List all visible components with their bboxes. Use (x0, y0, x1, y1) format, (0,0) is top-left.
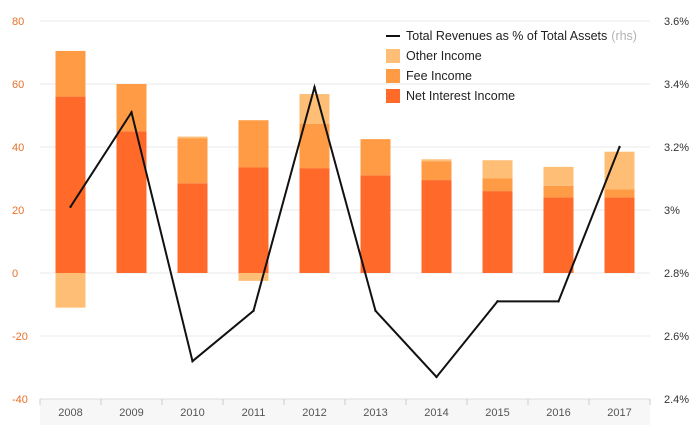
line-point-2008 (69, 205, 72, 209)
line-point-2014 (435, 375, 438, 379)
legend-swatch-box (386, 49, 400, 63)
bar-net-interest-income-2015 (482, 191, 513, 273)
y-tick-label-right: 3% (664, 205, 680, 217)
y-tick-label-right: 3.4% (664, 79, 689, 91)
y-tick-label-left: 40 (12, 142, 24, 154)
legend-label: Net Interest Income (406, 89, 515, 103)
bar-fee-income-2013 (360, 139, 391, 176)
y-tick-label-left: -20 (12, 331, 28, 343)
y-tick-label-left: -40 (12, 394, 28, 406)
y-tick-label-left: 60 (12, 79, 24, 91)
bar-net-interest-income-2017 (604, 197, 635, 273)
y-tick-label-left: 80 (12, 16, 24, 28)
x-tick-label: 2015 (485, 407, 509, 419)
bar-net-interest-income-2012 (299, 168, 330, 273)
y-tick-label-right: 3.6% (664, 16, 689, 28)
legend-label: Fee Income (406, 69, 472, 83)
legend-swatch-box (386, 69, 400, 83)
bar-fee-income-2017 (604, 189, 635, 198)
bar-fee-income-2011 (238, 120, 269, 168)
bar-other-income-2012 (299, 94, 330, 125)
x-tick-label: 2012 (302, 407, 326, 419)
bar-net-interest-income-2014 (421, 180, 452, 273)
bar-other-income-2008 (55, 273, 86, 308)
legend-label: Total Revenues as % of Total Assets (406, 29, 607, 43)
y-tick-label-right: 2.4% (664, 394, 689, 406)
legend-label: Other Income (406, 49, 482, 63)
bar-net-interest-income-2013 (360, 175, 391, 273)
bar-other-income-2015 (482, 160, 513, 179)
bar-other-income-2016 (543, 166, 574, 186)
bar-other-income-2017 (604, 151, 635, 190)
bar-fee-income-2016 (543, 185, 574, 198)
bar-other-income-2010 (177, 136, 208, 139)
legend-rhs-suffix: (rhs) (611, 29, 637, 43)
line-point-2015 (496, 300, 499, 303)
line-point-2009 (130, 111, 133, 114)
y-tick-label-right: 2.8% (664, 268, 689, 280)
x-tick-label: 2014 (424, 407, 448, 419)
line-point-2010 (191, 360, 194, 363)
bar-fee-income-2014 (421, 161, 452, 181)
bar-net-interest-income-2008 (55, 96, 86, 273)
x-tick-label: 2011 (242, 407, 266, 419)
bar-net-interest-income-2016 (543, 197, 574, 273)
x-tick-label: 2010 (180, 407, 204, 419)
y-tick-label-right: 2.6% (664, 331, 689, 343)
line-point-2013 (374, 309, 377, 312)
bar-net-interest-income-2011 (238, 167, 269, 273)
bar-fee-income-2008 (55, 50, 86, 97)
bar-net-interest-income-2010 (177, 183, 208, 273)
x-tick-label: 2016 (546, 407, 570, 419)
bar-fee-income-2009 (116, 84, 147, 132)
y-tick-label-right: 3.2% (664, 142, 689, 154)
line-point-2012 (313, 85, 316, 89)
x-tick-label: 2017 (607, 407, 631, 419)
x-tick-label: 2008 (58, 407, 82, 419)
line-point-2011 (252, 309, 255, 312)
y-tick-label-left: 20 (12, 205, 24, 217)
x-tick-label: 2009 (119, 407, 143, 419)
legend-swatch-box (386, 89, 400, 103)
bar-fee-income-2015 (482, 178, 513, 192)
y-tick-label-left: 0 (12, 268, 18, 280)
line-total-revenues-pct-assets (69, 83, 621, 379)
bar-other-income-2011 (238, 273, 269, 281)
bar-fee-income-2010 (177, 138, 208, 184)
bar-other-income-2014 (421, 159, 452, 162)
bar-fee-income-2012 (299, 124, 330, 169)
line-point-2017 (618, 145, 621, 149)
x-tick-label: 2013 (363, 407, 387, 419)
line-point-2016 (557, 300, 560, 303)
